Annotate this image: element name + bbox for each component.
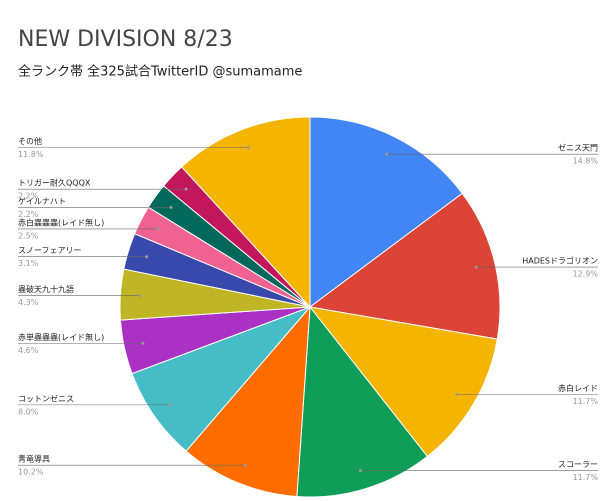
slice-label: コットンゼニス <box>18 393 74 403</box>
pie-slice <box>296 305 429 498</box>
slice-label: HADESドラゴリオン <box>522 256 598 266</box>
pie-slice <box>309 116 463 308</box>
slice-label: スコーラー <box>558 460 598 469</box>
slice-value-label: 4.3% <box>18 298 39 307</box>
pie-slice <box>180 116 311 309</box>
leader-dot <box>246 146 250 150</box>
chart-title: NEW DIVISION 8/23 <box>18 27 233 52</box>
pie-slice <box>308 192 501 340</box>
slice-value-label: 8.0% <box>18 407 39 416</box>
slice-label: 赤白レイド <box>558 383 598 393</box>
leader-dot <box>385 152 389 156</box>
slice-label: ゲイルナハト <box>18 196 66 206</box>
chart-subtitle: 全ランク帯 全325試合TwitterID @sumamame <box>18 64 302 80</box>
slice-value-label: 2.2% <box>18 210 39 219</box>
slice-label: トリガー耐久QQQX <box>18 178 91 188</box>
slice-label: 青竜導具 <box>18 454 50 464</box>
leader-dot <box>169 205 173 209</box>
pie-slice <box>131 306 311 452</box>
slice-value-label: 11.7% <box>573 397 599 406</box>
leader-dot <box>474 265 478 269</box>
leader-dot <box>137 294 141 298</box>
pie-slice <box>185 305 311 498</box>
slice-value-label: 3.1% <box>18 259 39 268</box>
slice-value-label: 4.6% <box>18 346 39 355</box>
slice-value-label: 12.9% <box>573 270 599 279</box>
slice-label: ゼニス天門 <box>558 143 598 153</box>
slice-label: その他 <box>18 136 42 146</box>
slice-value-label: 2.5% <box>18 231 39 240</box>
leader-dot <box>168 403 172 407</box>
pie-slice <box>308 306 498 458</box>
slice-value-label: 14.8% <box>573 157 599 166</box>
slice-label: スノーフェアリー <box>18 246 82 255</box>
leader-dot <box>184 187 188 191</box>
leader-dot <box>455 393 459 397</box>
slice-value-label: 11.7% <box>573 473 599 482</box>
slice-label: 赤白蟲蟲蟲(レイド無し) <box>18 217 104 227</box>
slice-value-label: 11.8% <box>18 150 44 159</box>
leader-dot <box>145 255 149 259</box>
slice-value-label: 10.2% <box>18 468 44 477</box>
slice-value-label: 2.2% <box>18 192 39 201</box>
leader-dot <box>156 227 160 231</box>
slice-label: 蟲破天九十九語 <box>18 284 74 294</box>
leader-dot <box>358 468 362 472</box>
slice-label: 赤単蟲蟲蟲(レイド無し) <box>18 332 104 342</box>
leader-dot <box>243 463 247 467</box>
leader-dot <box>141 341 145 345</box>
